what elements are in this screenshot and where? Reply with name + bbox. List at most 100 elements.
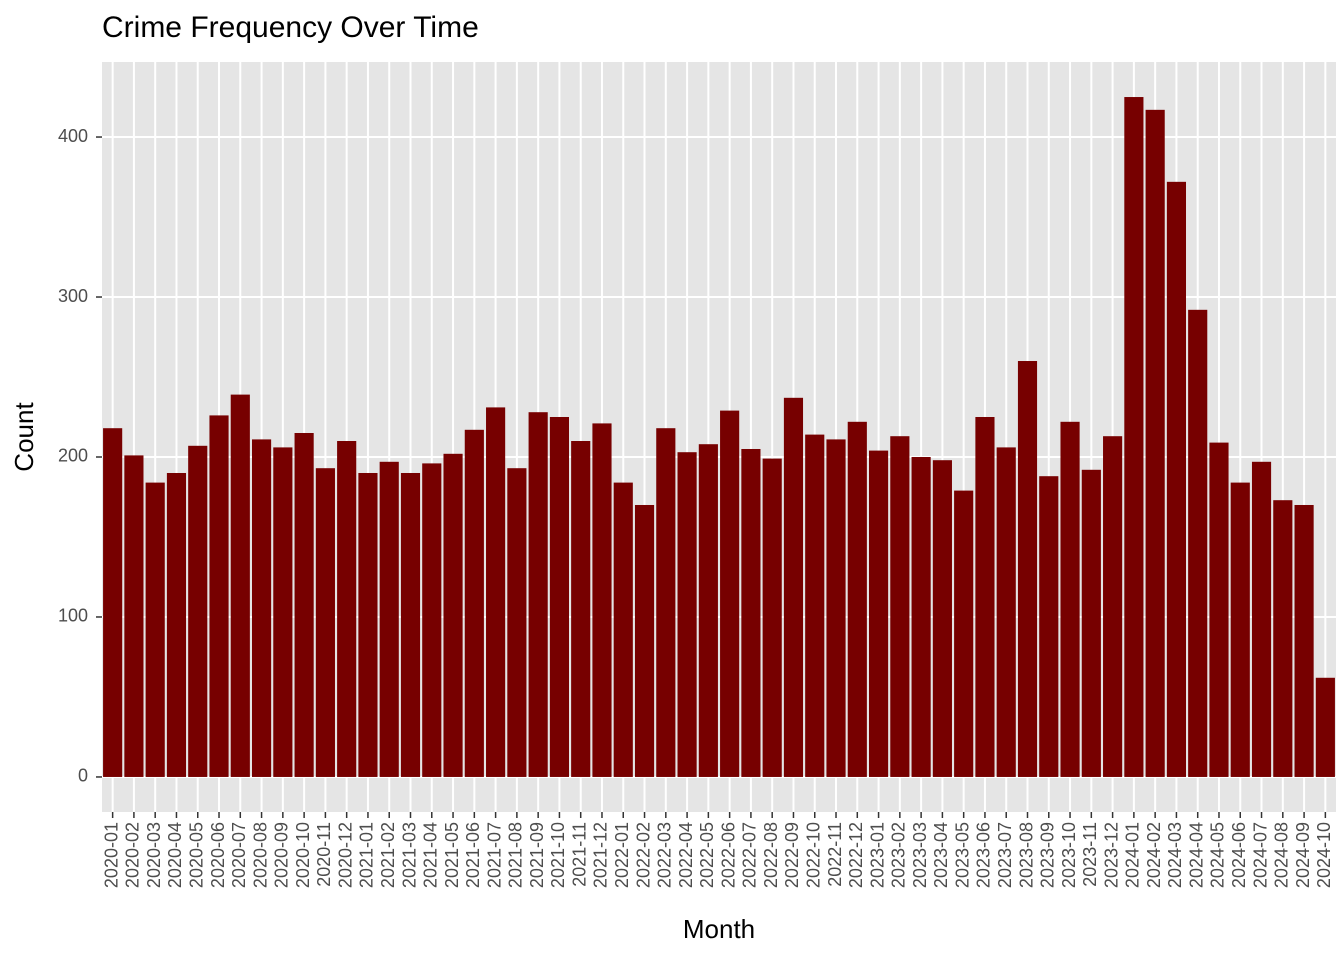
bar bbox=[486, 407, 506, 777]
x-tick-label: 2021-11 bbox=[569, 822, 589, 887]
y-tick-label: 300 bbox=[58, 286, 88, 306]
bar bbox=[592, 423, 612, 777]
x-tick-label: 2022-03 bbox=[655, 822, 675, 888]
bar bbox=[634, 504, 655, 777]
x-tick-label: 2022-12 bbox=[846, 822, 866, 888]
x-tick-label: 2023-08 bbox=[1016, 822, 1036, 888]
x-tick-label: 2021-10 bbox=[548, 822, 568, 888]
x-tick-label: 2024-04 bbox=[1186, 822, 1206, 888]
chart-title: Crime Frequency Over Time bbox=[102, 11, 479, 44]
bar bbox=[677, 452, 697, 777]
x-tick-label: 2021-08 bbox=[506, 822, 526, 888]
bar bbox=[273, 447, 293, 777]
bar bbox=[1081, 469, 1101, 777]
x-tick-label: 2020-02 bbox=[123, 822, 143, 888]
bar bbox=[698, 444, 718, 777]
bar bbox=[400, 472, 421, 777]
bar bbox=[1017, 361, 1038, 777]
x-tick-label: 2023-11 bbox=[1080, 822, 1100, 887]
x-axis-label: Month bbox=[683, 914, 755, 944]
x-tick-label: 2022-10 bbox=[803, 822, 823, 888]
x-tick-label: 2022-09 bbox=[782, 822, 802, 888]
x-tick-label: 2024-02 bbox=[1144, 822, 1164, 888]
bar bbox=[741, 448, 761, 777]
x-tick-label: 2021-04 bbox=[421, 822, 441, 888]
x-tick-label: 2020-06 bbox=[208, 822, 228, 888]
bar bbox=[124, 455, 144, 777]
bar bbox=[1251, 461, 1272, 777]
bar bbox=[464, 429, 484, 777]
bar bbox=[549, 417, 570, 777]
bar bbox=[1230, 482, 1250, 777]
x-tick-label: 2022-02 bbox=[633, 822, 653, 888]
bar bbox=[103, 428, 123, 777]
x-tick-label: 2024-06 bbox=[1229, 822, 1249, 888]
bar bbox=[847, 421, 867, 777]
bar bbox=[379, 461, 399, 777]
bar bbox=[358, 472, 378, 777]
x-tick-label: 2022-08 bbox=[761, 822, 781, 888]
bar bbox=[805, 434, 825, 777]
bar bbox=[954, 490, 974, 777]
bar bbox=[826, 439, 846, 777]
x-tick-label: 2024-10 bbox=[1314, 822, 1334, 888]
bar bbox=[188, 445, 208, 777]
y-tick-label: 200 bbox=[58, 446, 88, 466]
x-tick-label: 2022-01 bbox=[612, 822, 632, 888]
y-tick-label: 0 bbox=[78, 766, 88, 786]
x-tick-label: 2024-09 bbox=[1293, 822, 1313, 888]
x-tick-label: 2023-09 bbox=[1038, 822, 1058, 888]
bar bbox=[656, 428, 676, 777]
x-tick-label: 2023-01 bbox=[867, 822, 887, 888]
bar bbox=[1294, 504, 1314, 777]
bar bbox=[720, 410, 740, 777]
x-tick-label: 2020-05 bbox=[186, 822, 206, 888]
bar bbox=[932, 460, 952, 777]
x-tick-label: 2023-12 bbox=[1101, 822, 1121, 888]
bar bbox=[975, 417, 995, 777]
bar bbox=[571, 440, 591, 777]
bar bbox=[251, 439, 272, 777]
bar bbox=[315, 468, 335, 777]
bar bbox=[443, 453, 463, 777]
x-tick-label: 2021-07 bbox=[484, 822, 504, 888]
x-tick-label: 2020-07 bbox=[229, 822, 249, 888]
y-tick-label: 100 bbox=[58, 606, 88, 626]
bar bbox=[1060, 421, 1080, 777]
bar bbox=[337, 440, 357, 777]
x-tick-label: 2023-02 bbox=[889, 822, 909, 888]
x-tick-label: 2023-06 bbox=[974, 822, 994, 888]
bar bbox=[1039, 476, 1059, 777]
bar bbox=[145, 482, 165, 777]
x-tick-label: 2021-02 bbox=[378, 822, 398, 888]
x-tick-label: 2020-03 bbox=[144, 822, 164, 888]
x-tick-label: 2024-03 bbox=[1165, 822, 1185, 888]
x-tick-label: 2024-08 bbox=[1272, 822, 1292, 888]
x-tick-label: 2023-04 bbox=[931, 822, 951, 888]
x-tick-label: 2022-11 bbox=[825, 822, 845, 887]
x-tick-label: 2021-01 bbox=[357, 822, 377, 888]
x-tick-label: 2020-01 bbox=[101, 822, 121, 888]
x-tick-label: 2023-05 bbox=[952, 822, 972, 888]
bar bbox=[783, 397, 804, 777]
x-tick-label: 2024-07 bbox=[1250, 822, 1270, 888]
bar bbox=[422, 463, 442, 777]
x-tick-label: 2020-08 bbox=[250, 822, 270, 888]
bar bbox=[868, 450, 889, 777]
x-tick-label: 2023-10 bbox=[1059, 822, 1079, 888]
x-tick-label: 2020-11 bbox=[314, 822, 334, 887]
bar bbox=[1273, 500, 1293, 777]
y-tick-label: 400 bbox=[58, 126, 88, 146]
y-axis-label: Count bbox=[9, 402, 39, 472]
x-tick-label: 2022-07 bbox=[740, 822, 760, 888]
x-tick-label: 2021-03 bbox=[399, 822, 419, 888]
bar bbox=[1103, 436, 1123, 777]
x-tick-label: 2020-04 bbox=[165, 822, 185, 888]
bar bbox=[507, 468, 527, 777]
bar bbox=[528, 412, 548, 777]
bar bbox=[1145, 109, 1165, 777]
bar bbox=[1315, 677, 1335, 777]
x-tick-label: 2022-06 bbox=[718, 822, 738, 888]
bar bbox=[166, 472, 187, 777]
x-tick-label: 2021-09 bbox=[527, 822, 547, 888]
